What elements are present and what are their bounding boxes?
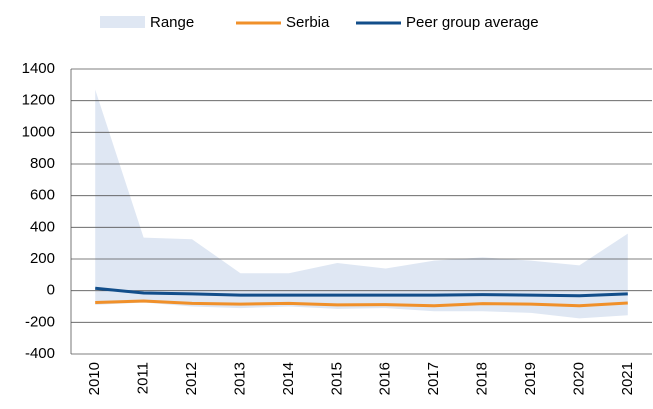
y-tick-label: -200 [25, 313, 55, 330]
legend-label: Peer group average [406, 14, 539, 31]
x-tick-label: 2020 [570, 362, 587, 395]
x-tick-label: 2017 [425, 362, 442, 395]
y-tick-label: 1400 [22, 60, 55, 77]
x-tick-label: 2010 [86, 362, 103, 395]
x-tick-label: 2013 [231, 362, 248, 395]
series-line [95, 286, 628, 298]
y-tick-label: 1200 [22, 92, 55, 109]
y-tick-label: 400 [30, 218, 55, 235]
x-tick-label: 2011 [135, 362, 152, 394]
x-tick-label: 2018 [474, 362, 491, 395]
y-tick-label: -400 [25, 345, 55, 362]
x-tick-label: 2014 [280, 362, 297, 395]
y-tick-label: 0 [47, 282, 55, 299]
legend-label: Range [150, 14, 194, 31]
legend-label: Serbia [286, 14, 330, 31]
x-tick-label: 2012 [183, 362, 200, 395]
x-tick-label: 2021 [619, 362, 636, 395]
y-tick-label: 600 [30, 187, 55, 204]
range-area [95, 89, 628, 319]
legend-swatch [100, 16, 145, 28]
y-tick-label: 1000 [22, 123, 55, 140]
y-tick-label: 200 [30, 250, 55, 267]
x-tick-label: 2016 [377, 362, 394, 395]
y-tick-label: 800 [30, 155, 55, 172]
x-tick-label: 2019 [522, 362, 539, 395]
series-line [95, 299, 628, 308]
x-tick-label: 2015 [328, 362, 345, 395]
